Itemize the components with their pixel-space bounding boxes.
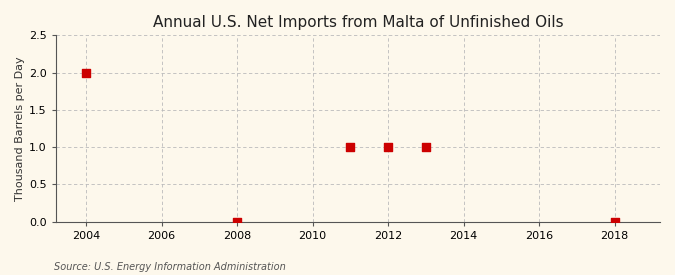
Point bbox=[81, 70, 92, 75]
Title: Annual U.S. Net Imports from Malta of Unfinished Oils: Annual U.S. Net Imports from Malta of Un… bbox=[153, 15, 563, 30]
Point bbox=[345, 145, 356, 149]
Point bbox=[232, 219, 242, 224]
Point bbox=[421, 145, 431, 149]
Y-axis label: Thousand Barrels per Day: Thousand Barrels per Day bbox=[15, 56, 25, 201]
Text: Source: U.S. Energy Information Administration: Source: U.S. Energy Information Administ… bbox=[54, 262, 286, 272]
Point bbox=[610, 219, 620, 224]
Point bbox=[383, 145, 394, 149]
